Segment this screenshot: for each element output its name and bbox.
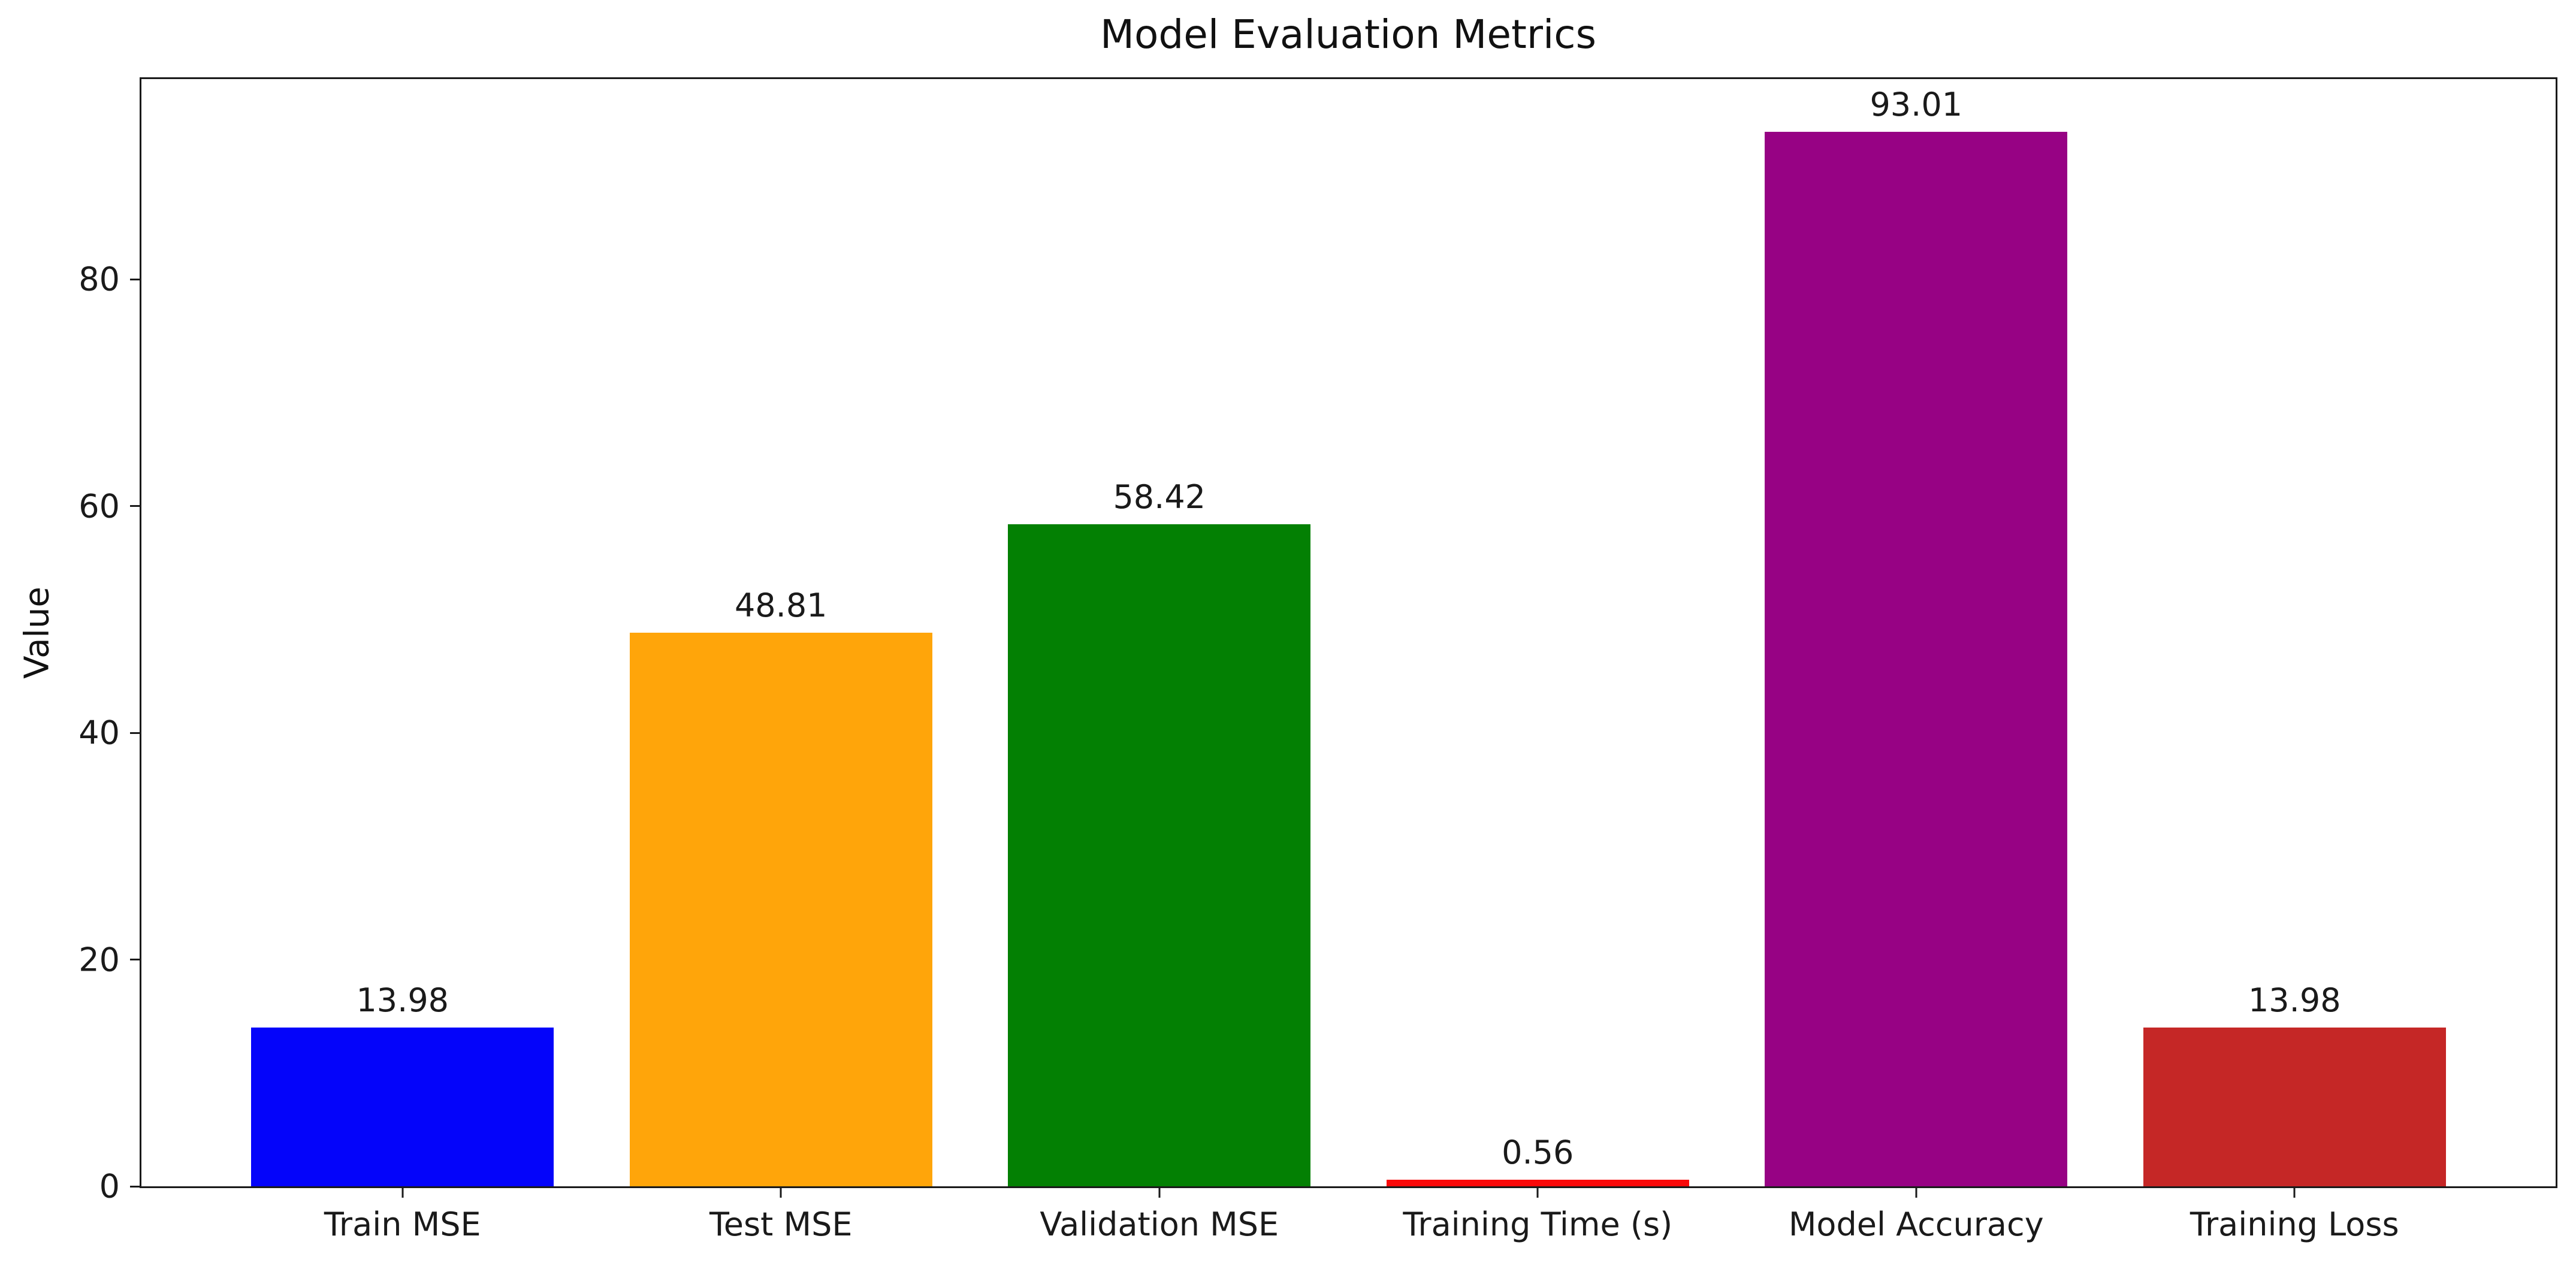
y-tick-label-0: 0 <box>99 1167 120 1205</box>
y-tick-label-60: 60 <box>78 487 120 525</box>
x-tick-label-model-accuracy: Model Accuracy <box>1788 1205 2044 1243</box>
bar-training-loss <box>2143 1028 2446 1186</box>
y-tick-label-20: 20 <box>78 941 120 979</box>
bar-train-mse <box>251 1028 554 1186</box>
x-tick-mark-validation-mse <box>1158 1186 1161 1198</box>
x-tick-mark-training-loss <box>2293 1186 2296 1198</box>
y-tick-label-80: 80 <box>78 260 120 298</box>
bar-validation-mse <box>1008 524 1311 1186</box>
y-tick-mark-60 <box>130 505 141 507</box>
x-tick-label-training-loss: Training Loss <box>2190 1205 2399 1243</box>
x-tick-mark-training-time-s <box>1536 1186 1539 1198</box>
bar-value-label-validation-mse: 58.42 <box>1113 478 1206 516</box>
x-tick-mark-test-mse <box>780 1186 782 1198</box>
y-tick-mark-20 <box>130 959 141 961</box>
chart-title: Model Evaluation Metrics <box>1100 11 1596 58</box>
y-tick-mark-0 <box>130 1185 141 1188</box>
bar-value-label-train-mse: 13.98 <box>356 981 449 1020</box>
bar-model-accuracy <box>1765 132 2068 1186</box>
y-tick-mark-80 <box>130 278 141 280</box>
y-tick-label-40: 40 <box>78 714 120 752</box>
bar-value-label-test-mse: 48.81 <box>734 587 828 625</box>
x-tick-label-validation-mse: Validation MSE <box>1040 1205 1279 1243</box>
plot-area: 0 20 40 60 80 13.98 Train MSE 48.81 Test MSE 58.4… <box>78 77 2557 1243</box>
x-tick-label-training-time-s: Training Time (s) <box>1403 1205 1673 1243</box>
y-axis-label: Value <box>17 587 57 679</box>
x-tick-mark-model-accuracy <box>1915 1186 1917 1198</box>
y-tick-mark-40 <box>130 732 141 734</box>
bar-value-label-training-loss: 13.98 <box>2248 981 2341 1020</box>
x-tick-label-train-mse: Train MSE <box>324 1205 481 1243</box>
bar-training-time-s <box>1386 1180 1689 1186</box>
x-tick-mark-train-mse <box>401 1186 404 1198</box>
x-tick-label-test-mse: Test MSE <box>709 1205 853 1243</box>
bar-value-label-model-accuracy: 93.01 <box>1870 86 1963 123</box>
bar-test-mse <box>629 633 932 1186</box>
bar-value-label-training-time-s: 0.56 <box>1502 1134 1574 1172</box>
